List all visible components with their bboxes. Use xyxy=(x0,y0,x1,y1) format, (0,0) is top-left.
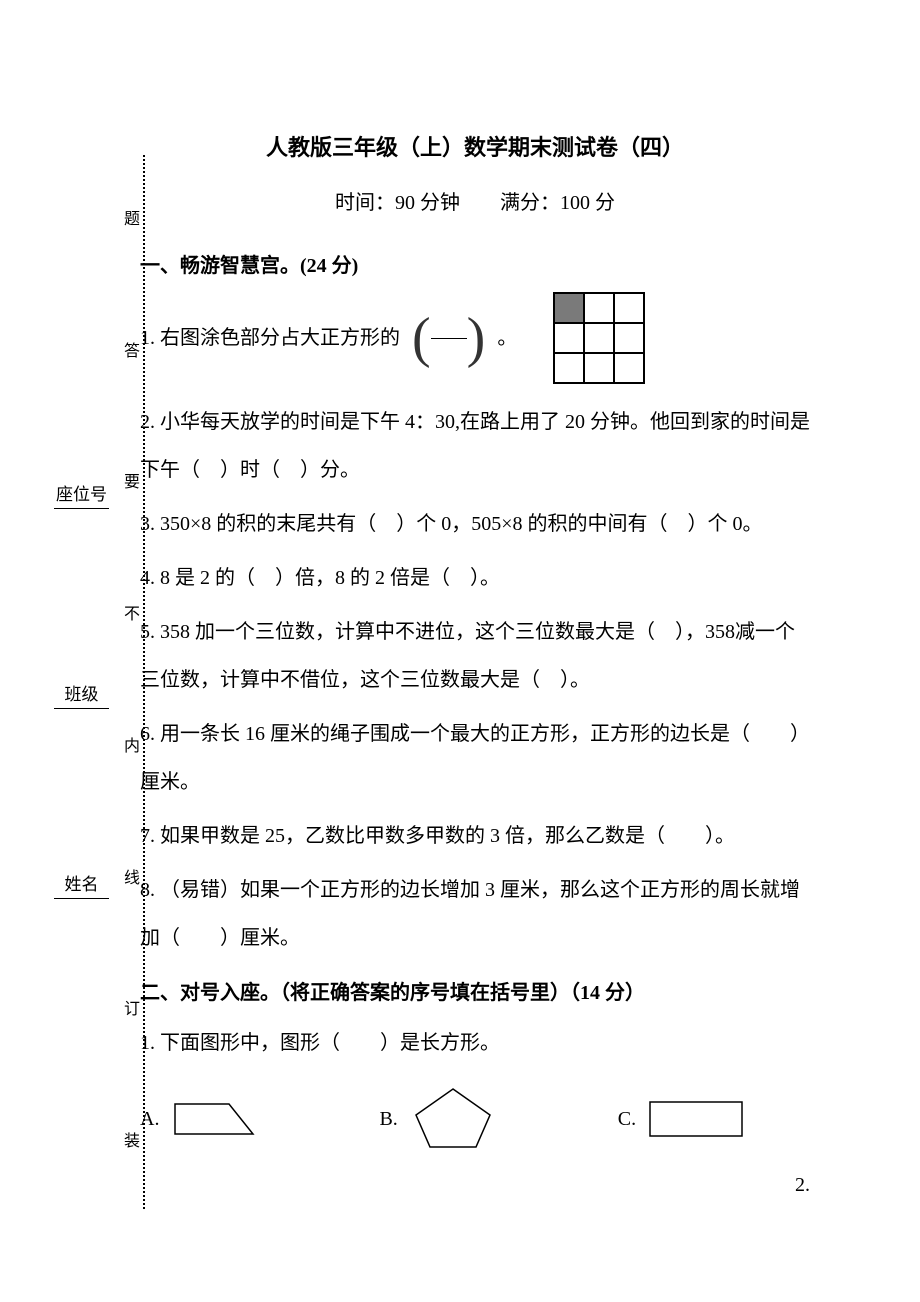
grid-cell xyxy=(584,293,614,323)
section-2-head: 二、对号入座。（将正确答案的序号填在括号里）（14 分） xyxy=(140,976,810,1005)
rectangle-shape xyxy=(650,1102,742,1136)
rail-char: 装 xyxy=(117,1132,141,1154)
choice-b: B. xyxy=(379,1085,497,1153)
trapezoid-icon xyxy=(169,1098,259,1140)
seat-label-text: 座位号 xyxy=(56,480,107,505)
question-2: 2. 小华每天放学的时间是下午 4：30,在路上用了 20 分钟。他回到家的时间… xyxy=(140,398,810,494)
grid-cell xyxy=(614,293,644,323)
fraction-inner xyxy=(431,323,467,354)
grid-cell xyxy=(584,323,614,353)
question-6: 6. 用一条长 16 厘米的绳子围成一个最大的正方形，正方形的边长是（ ）厘米。 xyxy=(140,710,810,806)
choice-a: A. xyxy=(140,1098,259,1140)
question-5: 5. 358 加一个三位数，计算中不进位，这个三位数最大是（ ），358减一个三… xyxy=(140,608,810,704)
grid-cell xyxy=(614,323,644,353)
rail-char: 不 xyxy=(117,605,141,627)
question-3: 3. 350×8 的积的末尾共有（ ）个 0，505×8 的积的中间有（ ）个 … xyxy=(140,500,810,548)
right-paren-icon: ) xyxy=(467,316,486,361)
rail-char: 答 xyxy=(117,342,141,364)
seat-line xyxy=(54,507,109,509)
name-line xyxy=(54,897,109,899)
s2-question-1: 1. 下面图形中，图形（ ）是长方形。 xyxy=(140,1019,810,1067)
rail-char: 线 xyxy=(117,869,141,891)
class-line xyxy=(54,707,109,709)
fraction-bar xyxy=(431,338,467,339)
question-8: 8. （易错）如果一个正方形的边长增加 3 厘米，那么这个正方形的周长就增加（ … xyxy=(140,866,810,962)
rail-char: 内 xyxy=(117,737,141,759)
rectangle-icon xyxy=(646,1096,746,1142)
pentagon-icon xyxy=(408,1085,498,1153)
choice-c: C. xyxy=(618,1096,746,1142)
q1-text-post: 。 xyxy=(497,322,517,354)
rail-char: 订 xyxy=(117,1000,141,1022)
choice-b-label: B. xyxy=(379,1108,397,1131)
question-7: 7. 如果甲数是 25，乙数比甲数多甲数的 3 倍，那么乙数是（ ）。 xyxy=(140,812,810,860)
choice-c-label: C. xyxy=(618,1108,636,1131)
page-title: 人教版三年级（上）数学期末测试卷（四） xyxy=(140,130,810,162)
name-label: 姓名 xyxy=(54,870,109,899)
question-1: 1. 右图涂色部分占大正方形的 ( ) 。 xyxy=(140,292,810,384)
exam-meta: 时间：90 分钟 满分：100 分 xyxy=(140,186,810,215)
rail-char: 题 xyxy=(117,210,141,232)
class-label-text: 班级 xyxy=(65,680,99,705)
grid-cell xyxy=(554,353,584,383)
grid-cell xyxy=(584,353,614,383)
grid-cell-shaded xyxy=(554,293,584,323)
seat-label: 座位号 xyxy=(54,480,109,509)
grid-table xyxy=(553,292,645,384)
grid-cell xyxy=(554,323,584,353)
rail-char: 要 xyxy=(117,473,141,495)
grid-cell xyxy=(614,353,644,383)
question-4: 4. 8 是 2 的（ ）倍，8 的 2 倍是（ ）。 xyxy=(140,554,810,602)
exam-page: 题 答 要 不 内 线 订 装 座位号 班级 姓名 人教版三年级（上）数学期末测… xyxy=(0,0,920,1269)
name-label-text: 姓名 xyxy=(65,870,99,895)
q1-text-pre: 1. 右图涂色部分占大正方形的 xyxy=(140,322,400,354)
square-grid-figure xyxy=(553,292,645,384)
left-paren-icon: ( xyxy=(412,316,431,361)
choices-row: A. B. C. xyxy=(140,1085,810,1153)
fraction-blank: ( ) xyxy=(406,308,491,368)
class-label: 班级 xyxy=(54,680,109,709)
binding-rail: 题 答 要 不 内 线 订 装 xyxy=(115,155,145,1209)
s2-question-2-num: 2. xyxy=(140,1161,810,1209)
section-1-head: 一、畅游智慧宫。(24 分) xyxy=(140,249,810,278)
